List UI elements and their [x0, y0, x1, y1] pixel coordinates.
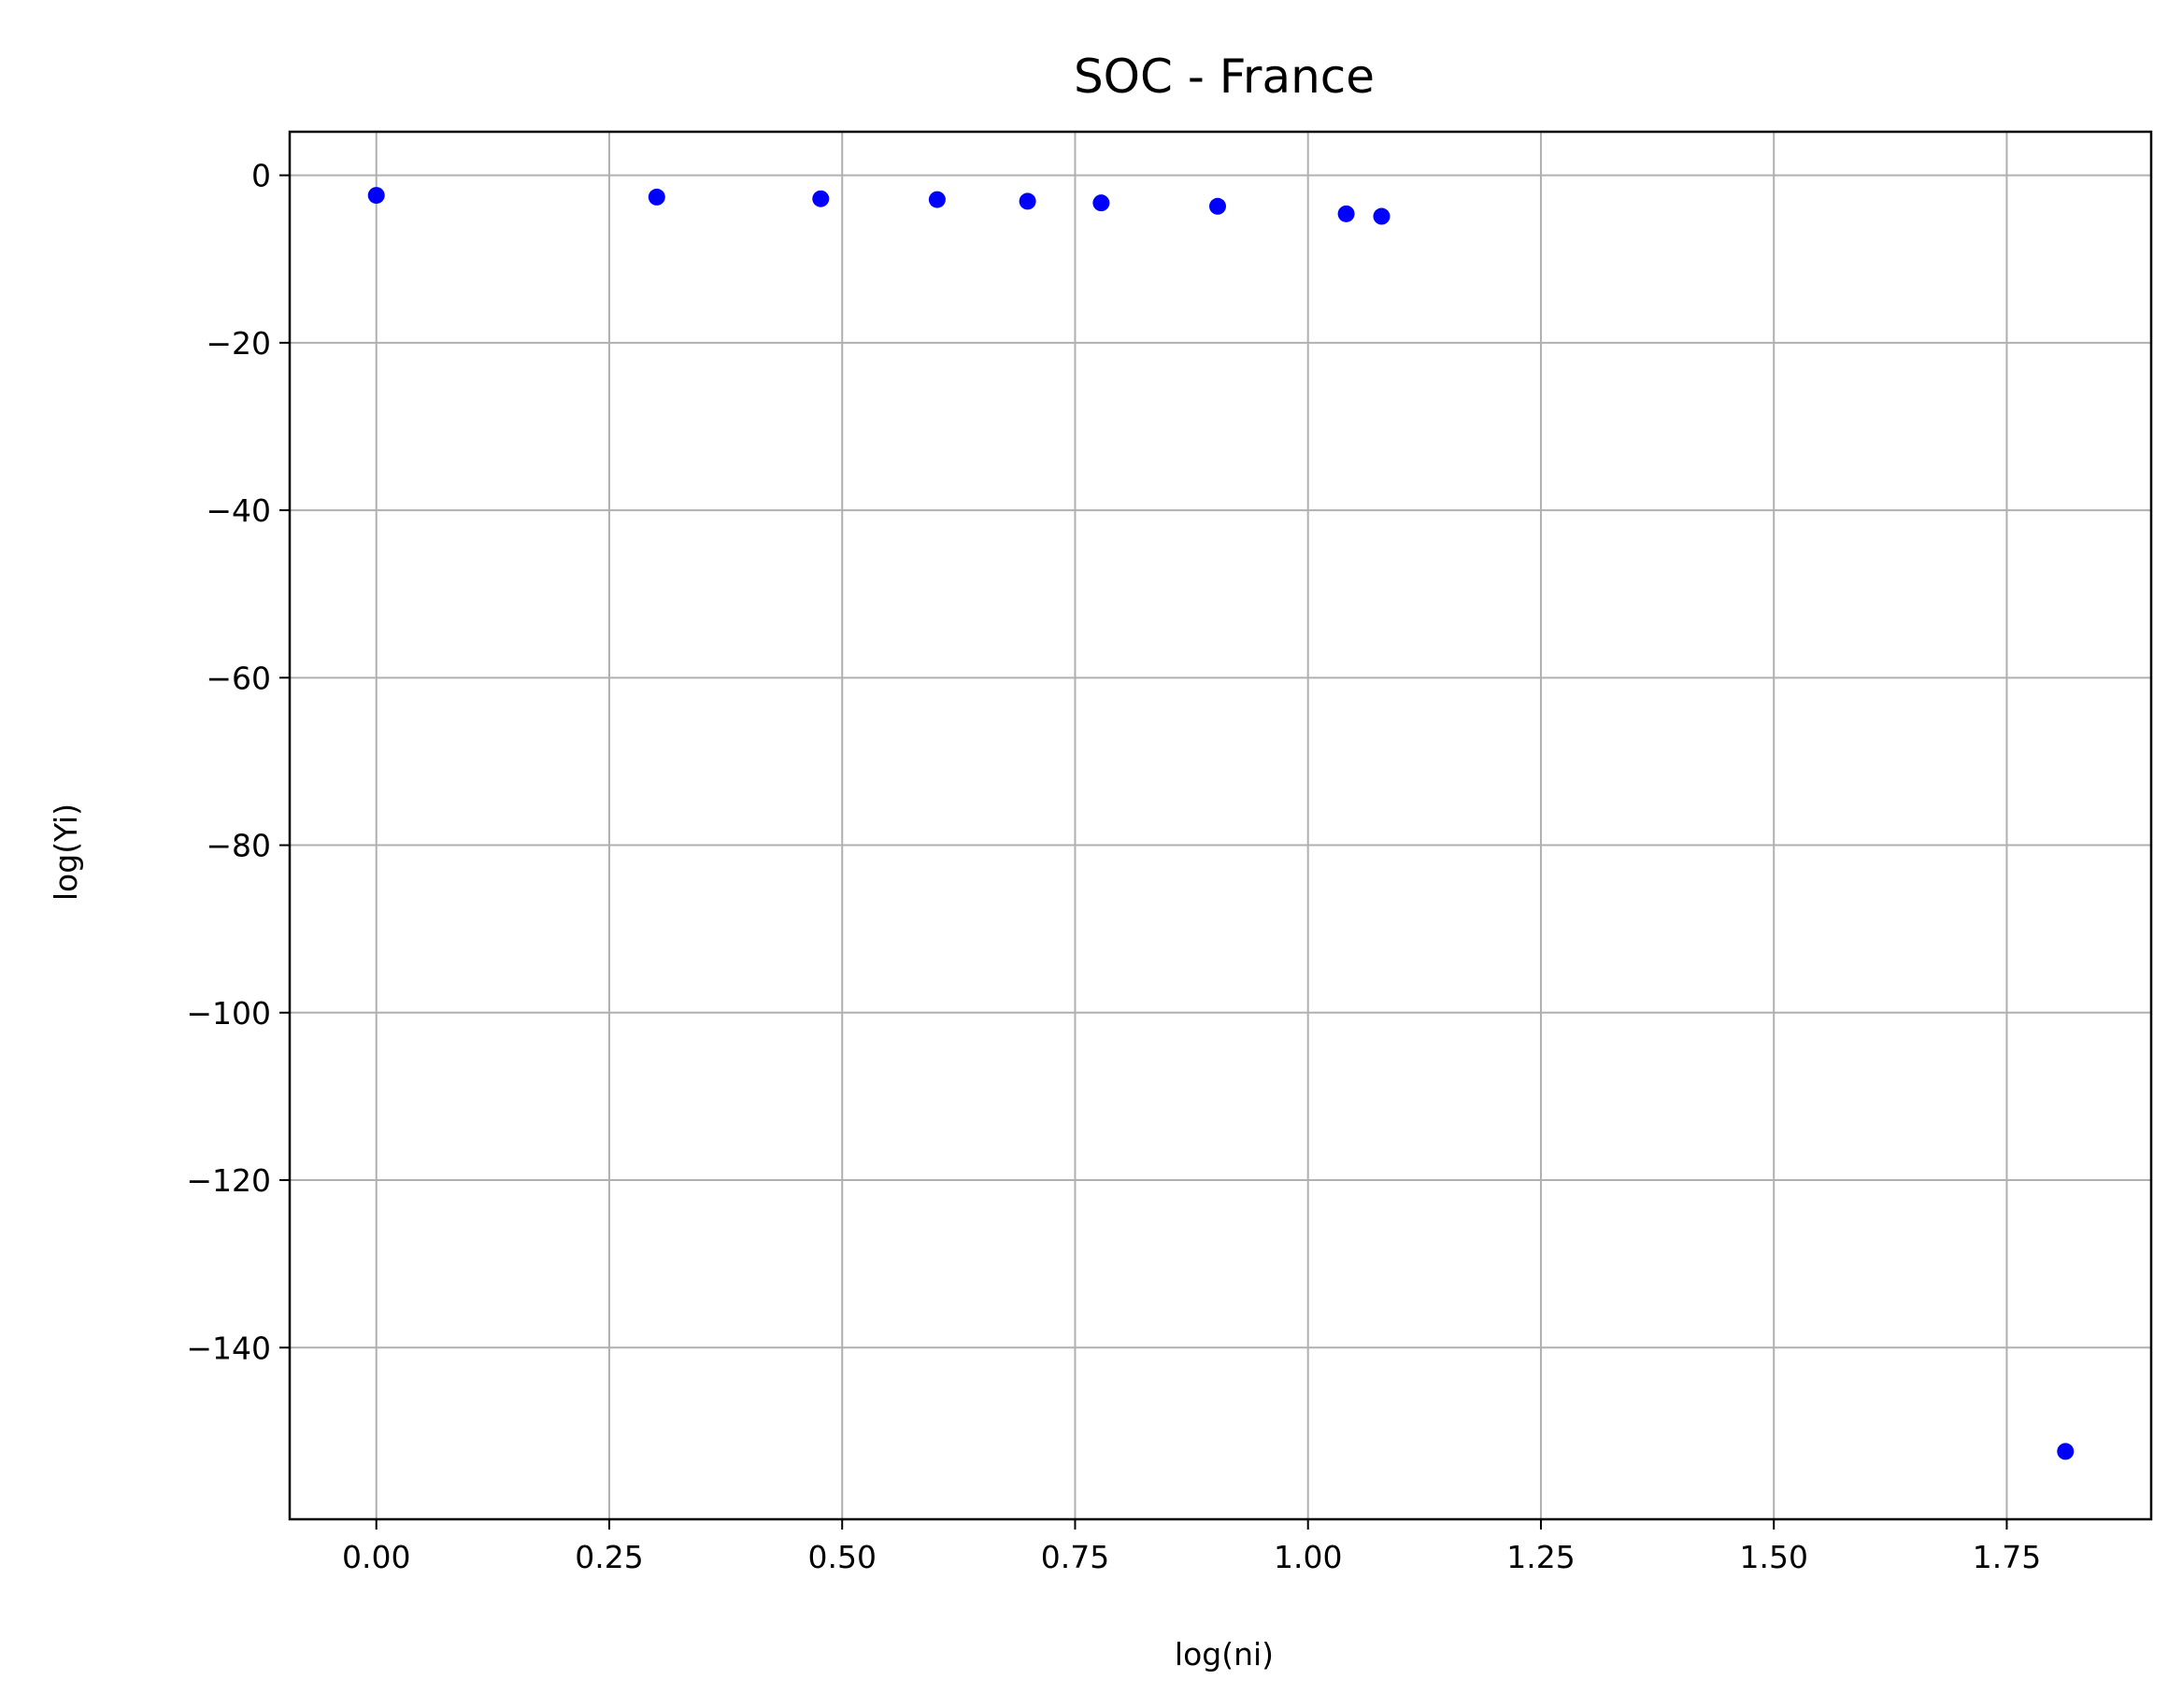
x-tick-label: 0.00: [342, 1539, 410, 1575]
grid-lines: [290, 132, 2151, 1519]
x-tick-label: 1.25: [1506, 1539, 1575, 1575]
x-axis-label: log(ni): [1175, 1636, 1274, 1672]
y-tick-label: 0: [251, 158, 271, 194]
data-point: [1092, 194, 1110, 212]
plot-frame: [288, 130, 2153, 1521]
data-point: [1209, 197, 1227, 215]
data-point: [1373, 207, 1390, 225]
y-tick-label: −100: [186, 995, 271, 1032]
x-tick-label: 0.25: [575, 1539, 643, 1575]
y-tick-label: −40: [206, 492, 271, 529]
y-tick-label: −140: [186, 1330, 271, 1366]
data-point: [1337, 205, 1355, 222]
data-point: [812, 190, 830, 207]
x-tick-label: 0.75: [1041, 1539, 1109, 1575]
data-point: [928, 191, 946, 208]
data-point: [648, 188, 665, 206]
y-tick-label: −60: [206, 660, 271, 696]
y-tick-label: −20: [206, 325, 271, 362]
axis-ticks: 0.00 0.25 0.50 0.75 1.00 1.25 1.50 1.75 0 −20 −40 −…: [186, 158, 2041, 1575]
x-tick-label: 1.75: [1973, 1539, 2041, 1575]
y-tick-label: −120: [186, 1162, 271, 1199]
x-tick-label: 1.00: [1274, 1539, 1342, 1575]
data-point: [2057, 1443, 2075, 1460]
data-point: [1019, 192, 1036, 210]
y-axis-label: log(Yi): [48, 804, 84, 901]
data-point: [367, 187, 385, 205]
chart-title: SOC - France: [1074, 50, 1375, 104]
data-points: [367, 187, 2075, 1460]
y-tick-label: −80: [206, 828, 271, 864]
x-tick-label: 1.50: [1739, 1539, 1807, 1575]
x-tick-label: 0.50: [807, 1539, 876, 1575]
